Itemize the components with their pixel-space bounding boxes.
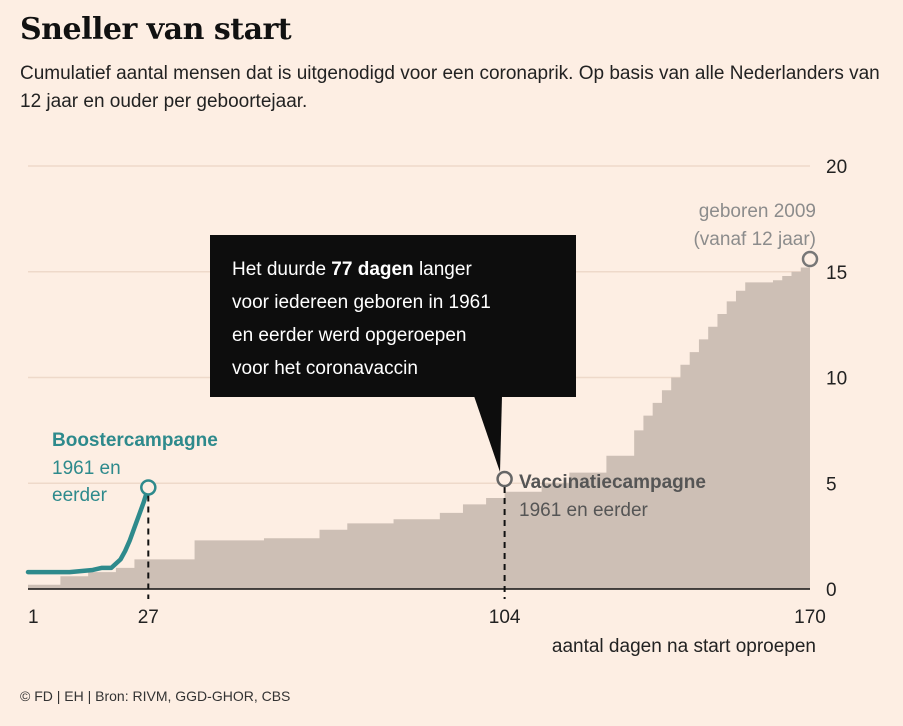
markers [140, 250, 819, 599]
source-footer: © FD | EH | Bron: RIVM, GGD-GHOR, CBS [20, 688, 291, 704]
y-tick-label-15: 15 [826, 263, 847, 284]
callout: Het duurde 77 dagen langer voor iedereen… [210, 235, 576, 472]
callout-box [210, 235, 576, 397]
area-layer [28, 263, 810, 589]
callout-line-1: Het duurde 77 dagen langer [232, 259, 472, 280]
booster-label-line2: eerder [52, 485, 108, 506]
booster-line [25, 485, 151, 575]
callout-pointer [474, 396, 502, 472]
y-tick-label-5: 5 [826, 474, 837, 495]
x-tick-label-1: 1 [28, 607, 39, 628]
marker-170 [801, 250, 819, 268]
axes: 0 5 10 15 20 1 27 104 170 [28, 157, 847, 628]
x-axis-label: aantal dagen na start oproepen [552, 636, 816, 657]
callout-bold: 77 dagen [331, 259, 413, 280]
chart-subtitle: Cumulatief aantal mensen dat is uitgenod… [20, 63, 880, 112]
x-tick-label-104: 104 [489, 607, 521, 628]
callout-line-2: voor iedereen geboren in 1961 [232, 292, 491, 313]
marker-27 [140, 479, 157, 496]
end-label-line1: geboren 2009 [699, 201, 816, 222]
vacc-label-sub: 1961 en eerder [519, 500, 649, 521]
vaccination-area [28, 263, 810, 589]
vacc-label-title: Vaccinatiecampagne [519, 472, 706, 493]
booster-label-title: Boostercampagne [52, 430, 218, 451]
y-tick-label-20: 20 [826, 157, 847, 178]
x-tick-label-27: 27 [138, 607, 159, 628]
end-label-line2: (vanaf 12 jaar) [693, 229, 816, 250]
callout-post: langer [414, 259, 473, 280]
booster-label-line1: 1961 en [52, 458, 121, 479]
y-tick-label-0: 0 [826, 580, 837, 601]
callout-line-4: voor het coronavaccin [232, 358, 418, 379]
y-tick-label-10: 10 [826, 369, 847, 390]
chart-title: Sneller van start [20, 12, 292, 47]
marker-104 [496, 470, 513, 488]
callout-line-3: en eerder werd opgeroepen [232, 325, 467, 346]
x-tick-label-170: 170 [794, 607, 826, 628]
booster-layer [25, 485, 151, 575]
callout-pre: Het duurde [232, 259, 331, 280]
